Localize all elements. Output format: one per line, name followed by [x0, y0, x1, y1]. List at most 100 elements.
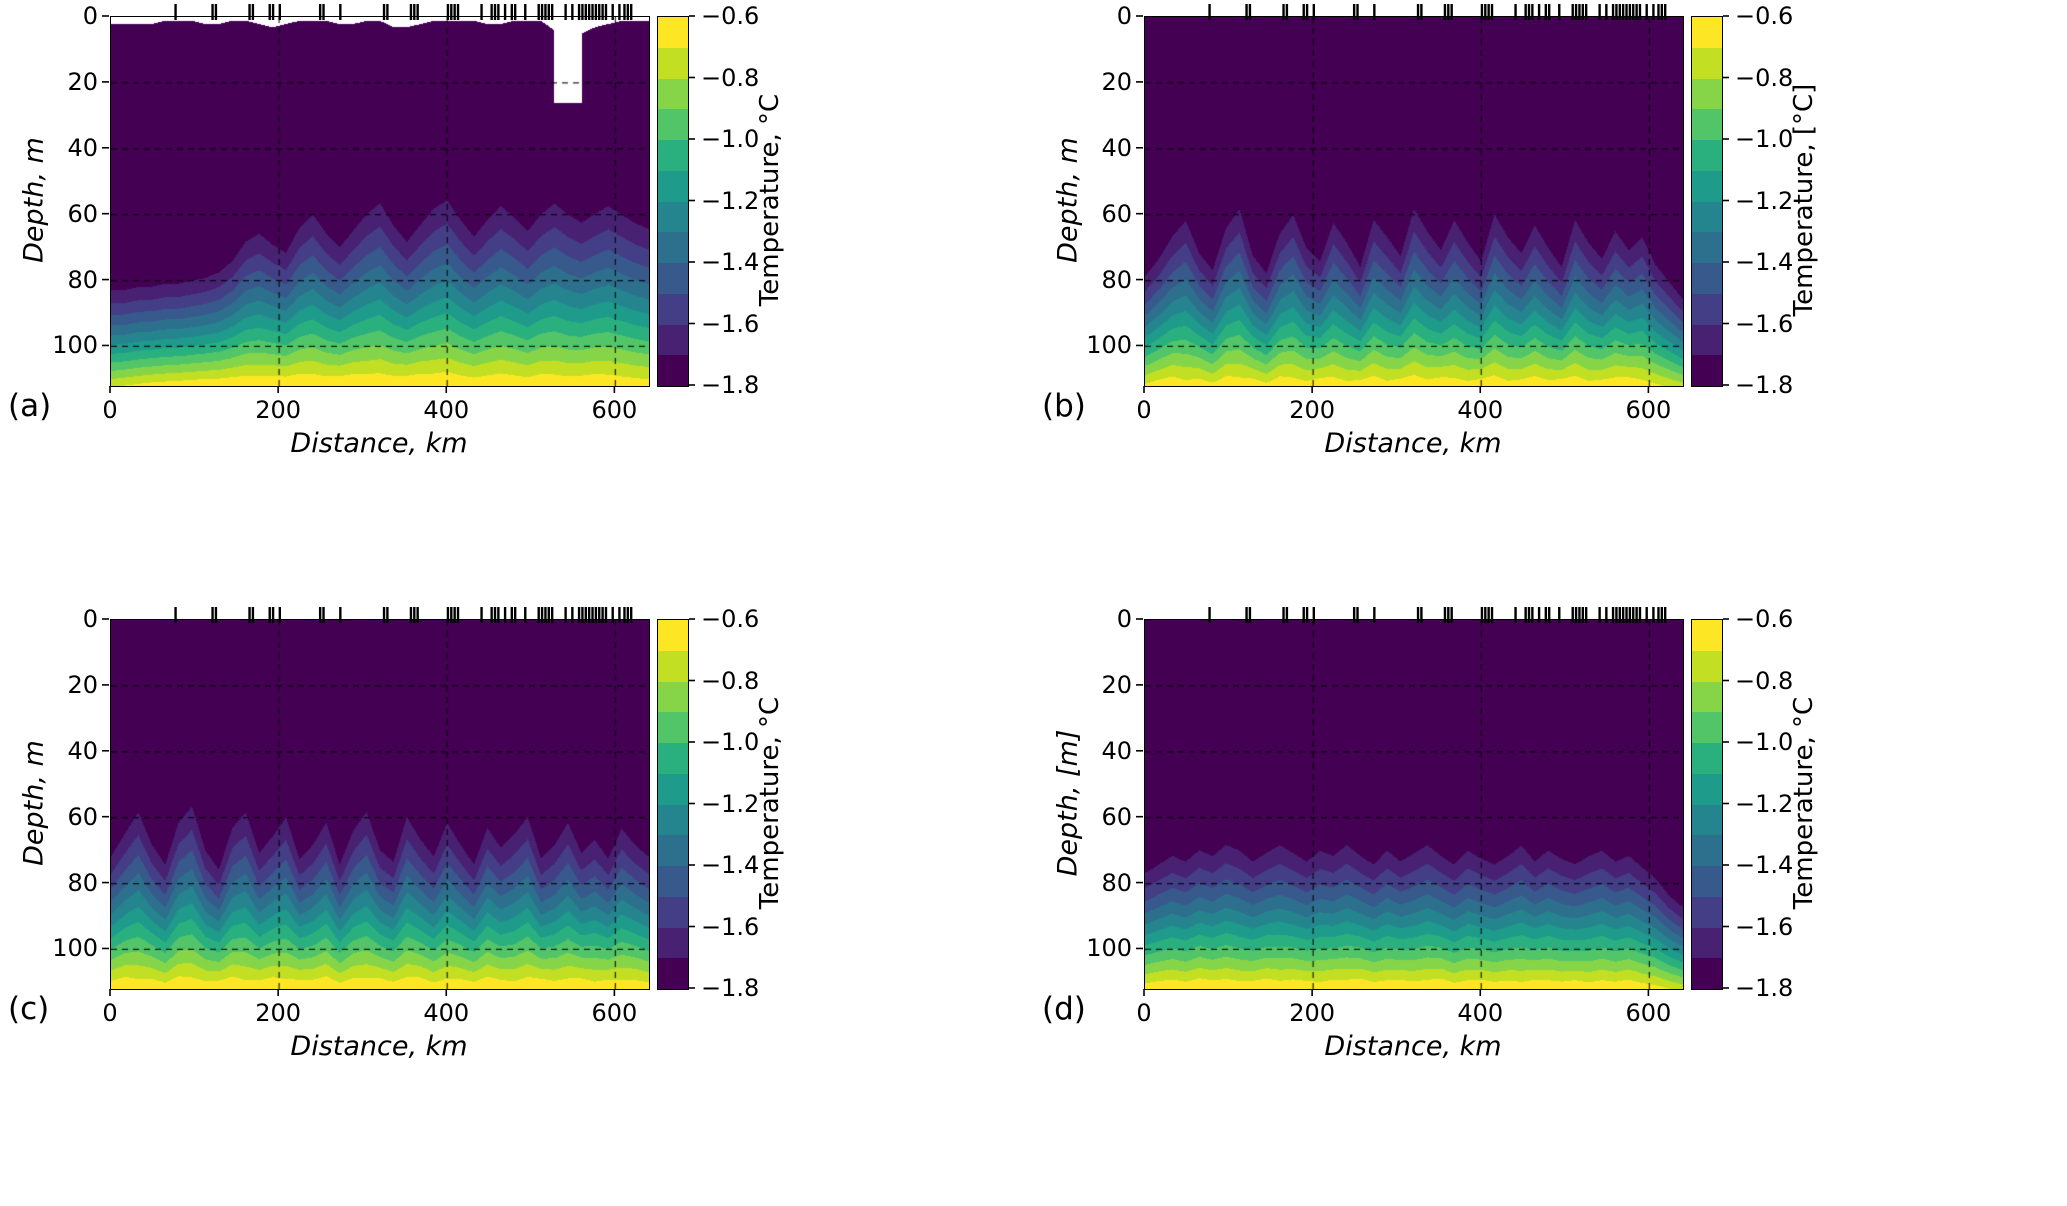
plot-area-c [110, 619, 650, 990]
colorbar-tick-label: −0.6 [701, 605, 760, 633]
x-tick-label: 0 [1136, 999, 1152, 1027]
colorbar-band [658, 47, 688, 79]
x-tick-label: 400 [423, 999, 470, 1027]
panel-a: Depth, m Distance, km Temperature, °C (a… [0, 0, 1033, 603]
y-tick-label: 0 [82, 605, 98, 633]
colorbar-tick-label: −1.2 [1735, 789, 1794, 818]
y-tick-label: 60 [67, 802, 98, 831]
y-tick-label: 80 [1101, 265, 1132, 294]
x-tick-label: 400 [1457, 396, 1504, 424]
colorbar-band [658, 743, 688, 774]
colorbar-band [1692, 835, 1722, 866]
y-tick-label: 80 [67, 868, 98, 897]
colorbar-band [658, 835, 688, 866]
panel-c: Depth, m Distance, km Temperature, °C (c… [0, 603, 1033, 1206]
plot-area-d [1144, 619, 1684, 990]
colorbar-band [1692, 263, 1722, 294]
colorbar-band [1692, 324, 1722, 356]
panel-letter-c: (c) [8, 991, 50, 1027]
colorbar-band [658, 804, 688, 836]
colorbar-tick-label: −1.0 [701, 125, 760, 153]
panel-letter-a: (a) [8, 388, 52, 424]
colorbar-band [1692, 896, 1722, 928]
x-axis-label-d: Distance, km [1324, 1031, 1502, 1062]
contour-canvas-b [1145, 17, 1683, 386]
colorbar-band [658, 78, 688, 110]
colorbar-band [658, 681, 688, 713]
colorbar-c [657, 619, 689, 990]
colorbar-band [1692, 109, 1722, 140]
x-axis-label-c: Distance, km [290, 1031, 468, 1062]
colorbar-band [658, 17, 688, 48]
contour-canvas-d [1145, 620, 1683, 989]
y-tick-label: 40 [1101, 133, 1132, 162]
colorbar-tick-label: −0.6 [1735, 2, 1794, 30]
colorbar-tick-label: −1.6 [701, 912, 760, 941]
colorbar-tick-label: −1.2 [1735, 186, 1794, 215]
y-tick-label: 60 [1101, 199, 1132, 228]
colorbar-band [658, 958, 688, 989]
colorbar-tick-label: −0.8 [1735, 666, 1794, 695]
colorbar-label-a: Temperature, °C [755, 93, 785, 307]
colorbar-label-d: Temperature, °C [1789, 696, 1819, 910]
colorbar-tick-label: −1.0 [701, 728, 760, 756]
colorbar-band [1692, 773, 1722, 805]
colorbar-band [1692, 650, 1722, 682]
colorbar-band [1692, 17, 1722, 48]
y-tick-label: 100 [1086, 934, 1132, 963]
colorbar-band [1692, 47, 1722, 79]
colorbar-label-c: Temperature, °C [755, 696, 785, 910]
x-tick-label: 600 [1625, 999, 1672, 1027]
colorbar-band [658, 866, 688, 897]
colorbar-band [658, 201, 688, 233]
y-tick-label: 40 [67, 736, 98, 765]
x-tick-label: 200 [255, 999, 302, 1027]
colorbar-band [1692, 958, 1722, 989]
x-axis-label-b: Distance, km [1324, 428, 1502, 459]
y-tick-label: 40 [1101, 736, 1132, 765]
colorbar-band [658, 293, 688, 325]
colorbar-tick-label: −0.6 [1735, 605, 1794, 633]
colorbar-band [1692, 866, 1722, 897]
colorbar-tick-label: −1.8 [701, 371, 760, 399]
x-tick-label: 600 [591, 396, 638, 424]
y-tick-label: 0 [1116, 2, 1132, 30]
y-tick-label: 0 [82, 2, 98, 30]
colorbar-band [1692, 620, 1722, 651]
x-tick-label: 600 [591, 999, 638, 1027]
x-tick-label: 0 [102, 999, 118, 1027]
colorbar-d [1691, 619, 1723, 990]
colorbar-band [658, 896, 688, 928]
x-axis-label-a: Distance, km [290, 428, 468, 459]
colorbar-tick-label: −0.8 [701, 63, 760, 92]
colorbar-band [1692, 804, 1722, 836]
y-tick-label: 20 [1101, 67, 1132, 96]
colorbar-band [1692, 170, 1722, 202]
colorbar-band [658, 232, 688, 263]
colorbar-b [1691, 16, 1723, 387]
colorbar-tick-label: −1.8 [701, 974, 760, 1002]
colorbar-band [658, 170, 688, 202]
x-tick-label: 0 [102, 396, 118, 424]
y-tick-label: 60 [1101, 802, 1132, 831]
y-tick-label: 80 [67, 265, 98, 294]
y-tick-label: 40 [67, 133, 98, 162]
y-tick-label: 20 [67, 67, 98, 96]
colorbar-band [1692, 201, 1722, 233]
colorbar-tick-label: −1.6 [1735, 912, 1794, 941]
colorbar-band [1692, 681, 1722, 713]
x-tick-label: 0 [1136, 396, 1152, 424]
colorbar-band [1692, 140, 1722, 171]
colorbar-tick-label: −1.0 [1735, 125, 1794, 153]
plot-area-a [110, 16, 650, 387]
colorbar-band [1692, 78, 1722, 110]
plot-area-b [1144, 16, 1684, 387]
colorbar-tick-label: −1.0 [1735, 728, 1794, 756]
colorbar-band [658, 927, 688, 959]
colorbar-tick-label: −0.6 [701, 2, 760, 30]
colorbar-band [658, 109, 688, 140]
y-tick-label: 20 [1101, 670, 1132, 699]
y-tick-label: 60 [67, 199, 98, 228]
panel-letter-b: (b) [1042, 388, 1086, 424]
